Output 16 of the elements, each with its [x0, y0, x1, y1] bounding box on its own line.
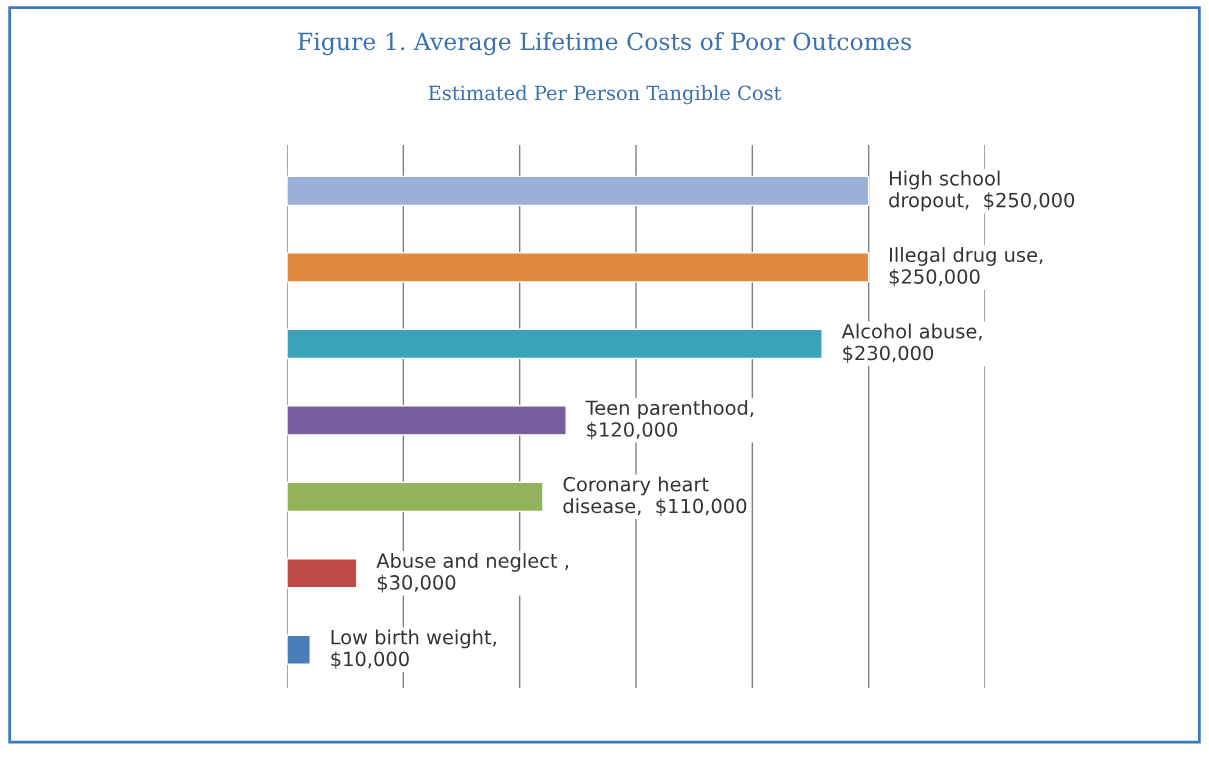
bar	[287, 558, 358, 589]
bar	[287, 328, 823, 360]
data-label: Coronary heart disease, $110,000	[563, 476, 747, 516]
data-label: Teen parenthood, $120,000	[585, 400, 754, 440]
data-label: High school dropout, $250,000	[889, 170, 1075, 212]
data-label: Low birth weight, $10,000	[331, 629, 496, 669]
data-label: Illegal drug use, $250,000	[889, 247, 1043, 287]
bar	[287, 481, 544, 513]
bar	[287, 634, 311, 665]
data-label: Abuse and neglect , $30,000	[376, 552, 569, 593]
bar	[287, 405, 567, 436]
data-label: Alcohol abuse, $230,000	[841, 323, 982, 363]
bar	[287, 252, 870, 283]
chart-title: Figure 1. Average Lifetime Costs of Poor Outcomes	[298, 32, 911, 56]
bar	[287, 175, 870, 207]
chart-subtitle: Estimated Per Person Tangible Cost	[428, 85, 782, 105]
